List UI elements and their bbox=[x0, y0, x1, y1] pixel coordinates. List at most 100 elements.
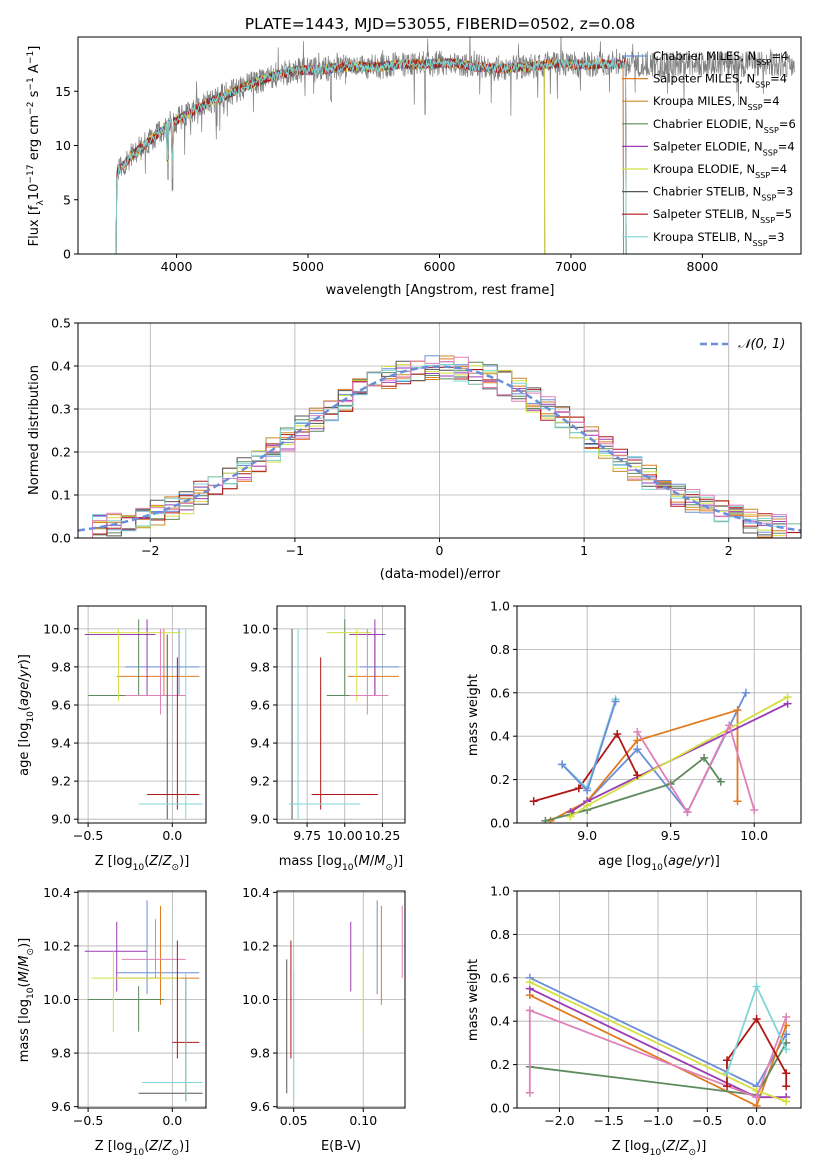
y-tick-label: 9.6 bbox=[250, 1099, 270, 1114]
x-tick-label: 0.0 bbox=[162, 1113, 182, 1128]
data-point bbox=[782, 1097, 791, 1106]
plot-area bbox=[78, 355, 801, 538]
spectrum-legend: Chabrier MILES, NSSP=4 Salpeter MILES, NS… bbox=[622, 49, 796, 247]
x-axis-label: (data-model)/error bbox=[380, 567, 501, 582]
y-tick-label: 9.8 bbox=[51, 1046, 71, 1061]
data-point bbox=[529, 797, 538, 806]
y-tick-label: 0.2 bbox=[490, 772, 510, 787]
data-point bbox=[683, 808, 692, 817]
model-line-6 bbox=[115, 57, 627, 254]
x-tick-label: −1.5 bbox=[594, 1113, 624, 1128]
y-tick-label: 9.2 bbox=[51, 774, 71, 789]
data-point bbox=[583, 786, 592, 795]
histogram-5 bbox=[78, 360, 801, 538]
axes-frame bbox=[77, 890, 207, 1109]
x-tick-label: 7000 bbox=[555, 259, 587, 274]
model-line-1 bbox=[115, 57, 624, 254]
y-tick-label: 0.2 bbox=[490, 1057, 510, 1072]
x-tick-label: 9.5 bbox=[661, 828, 681, 843]
data-point bbox=[700, 753, 709, 762]
y-tick-label: 9.4 bbox=[51, 736, 71, 751]
data-point bbox=[725, 721, 734, 730]
x-tick-label: 0.0 bbox=[162, 828, 182, 843]
legend-entry: Chabrier MILES, NSSP=4 bbox=[653, 49, 788, 67]
data-point bbox=[633, 727, 642, 736]
y-tick-label: 10.0 bbox=[43, 621, 71, 636]
x-axis-label: mass [log10(M/M⊙)] bbox=[279, 854, 403, 873]
x-tick-label: −1.0 bbox=[643, 1113, 673, 1128]
x-tick-label: 0 bbox=[436, 543, 444, 558]
data-point bbox=[633, 771, 642, 780]
y-axis-label: mass weight bbox=[466, 959, 481, 1041]
x-tick-label: 9.0 bbox=[577, 828, 597, 843]
y-tick-label: 9.6 bbox=[51, 1099, 71, 1114]
y-tick-label: 9.8 bbox=[250, 659, 270, 674]
data-point bbox=[558, 760, 567, 769]
figure-title: PLATE=1443, MJD=53055, FIBERID=0502, z=0… bbox=[245, 15, 635, 33]
weight-line-6 bbox=[533, 732, 639, 803]
plot-area bbox=[529, 688, 792, 823]
weight-line-0 bbox=[586, 692, 747, 814]
legend-entry: Kroupa MILES, NSSP=4 bbox=[653, 94, 780, 112]
data-point bbox=[782, 1082, 791, 1091]
x-tick-label: 10.0 bbox=[740, 828, 768, 843]
y-axis-label: Flux [fλ10−17 erg cm−2 s−1 A−1] bbox=[26, 46, 46, 247]
panel-residuals: −2 −1 0 1 2 0.0 0.1 0.2 0.3 0.4 0.5 𝒩(0, 1) (data-mo… bbox=[27, 316, 802, 582]
panel-spectrum: 4000 5000 6000 7000 8000 0 5 10 15 Chabrier MILES… bbox=[26, 36, 802, 298]
data-point bbox=[782, 1069, 791, 1078]
y-tick-label: 0.1 bbox=[51, 488, 71, 503]
panel-Z_weight: −2.0 −1.5 −1.0 −0.5 0.0 0.0 0.2 0.4 0.6 0.8 1.0 Z [… bbox=[466, 884, 802, 1158]
y-tick-label: 10.4 bbox=[43, 885, 71, 900]
x-tick-label: −2 bbox=[141, 543, 159, 558]
data-point bbox=[716, 777, 725, 786]
y-tick-label: 9.4 bbox=[250, 736, 270, 751]
x-tick-label: 10.25 bbox=[365, 828, 401, 843]
y-tick-label: 0.4 bbox=[51, 359, 71, 374]
x-tick-label: 0.0 bbox=[747, 1113, 767, 1128]
y-tick-label: 0 bbox=[63, 247, 71, 262]
gaussian-curve bbox=[78, 365, 801, 532]
axes-frame bbox=[516, 605, 802, 824]
y-tick-label: 0.6 bbox=[490, 685, 510, 700]
panel-Z_age: −0.5 0.0 9.0 9.2 9.4 9.6 9.8 10.0 Z [log10(Z/Z⊙)… bbox=[17, 605, 207, 873]
weight-line-3 bbox=[570, 702, 788, 813]
y-tick-label: 9.6 bbox=[51, 697, 71, 712]
data-point bbox=[566, 812, 575, 821]
plot-area bbox=[115, 37, 795, 254]
histogram-8 bbox=[78, 364, 801, 538]
model-line-8 bbox=[115, 58, 627, 254]
data-point bbox=[782, 1045, 791, 1054]
data-point bbox=[782, 1012, 791, 1021]
y-tick-label: 5 bbox=[63, 192, 71, 207]
y-tick-label: 10.2 bbox=[242, 938, 270, 953]
data-point bbox=[525, 1006, 534, 1015]
plot-area bbox=[286, 900, 403, 1102]
histogram-4 bbox=[78, 367, 801, 538]
data-point bbox=[723, 1056, 732, 1065]
x-tick-label: 0.10 bbox=[349, 1113, 377, 1128]
data-point bbox=[525, 1088, 534, 1097]
x-axis-label: wavelength [Angstrom, rest frame] bbox=[326, 283, 555, 298]
legend-entry: Salpeter MILES, NSSP=4 bbox=[653, 72, 787, 90]
x-tick-label: −0.5 bbox=[73, 1113, 103, 1128]
y-axis-label: mass [log10(M/M⊙)] bbox=[17, 938, 36, 1062]
data-point bbox=[733, 797, 742, 806]
x-tick-label: 1 bbox=[580, 543, 588, 558]
y-tick-label: 9.0 bbox=[250, 812, 270, 827]
panel-ebv_mass: 0.05 0.10 9.6 9.8 10.0 10.2 10.4 E(B-V) bbox=[242, 885, 406, 1154]
data-point bbox=[541, 816, 550, 823]
y-tick-label: 10.0 bbox=[242, 992, 270, 1007]
x-tick-label: 9.75 bbox=[293, 828, 321, 843]
legend-entry: Kroupa ELODIE, NSSP=4 bbox=[653, 162, 787, 180]
axes-frame bbox=[77, 605, 207, 824]
data-point bbox=[633, 736, 642, 745]
panel-age_weight: 9.0 9.5 10.0 0.0 0.2 0.4 0.6 0.8 1.0 age [log10(a… bbox=[466, 599, 802, 873]
plot-area bbox=[525, 973, 791, 1108]
y-tick-label: 1.0 bbox=[490, 599, 510, 614]
panel-mass_age: 9.75 10.00 10.25 9.0 9.2 9.4 9.6 9.8 10.0 mass [l… bbox=[242, 605, 406, 873]
y-tick-label: 0.4 bbox=[490, 1014, 510, 1029]
y-axis-label: Normed distribution bbox=[27, 365, 42, 495]
x-axis-label: age [log10(age/yr)] bbox=[598, 854, 720, 873]
data-point bbox=[611, 697, 620, 706]
plot-area bbox=[289, 619, 399, 820]
